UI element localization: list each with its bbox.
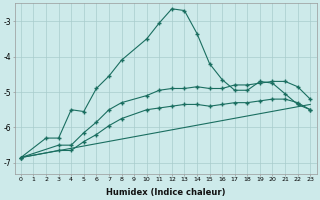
X-axis label: Humidex (Indice chaleur): Humidex (Indice chaleur) [106, 188, 225, 197]
